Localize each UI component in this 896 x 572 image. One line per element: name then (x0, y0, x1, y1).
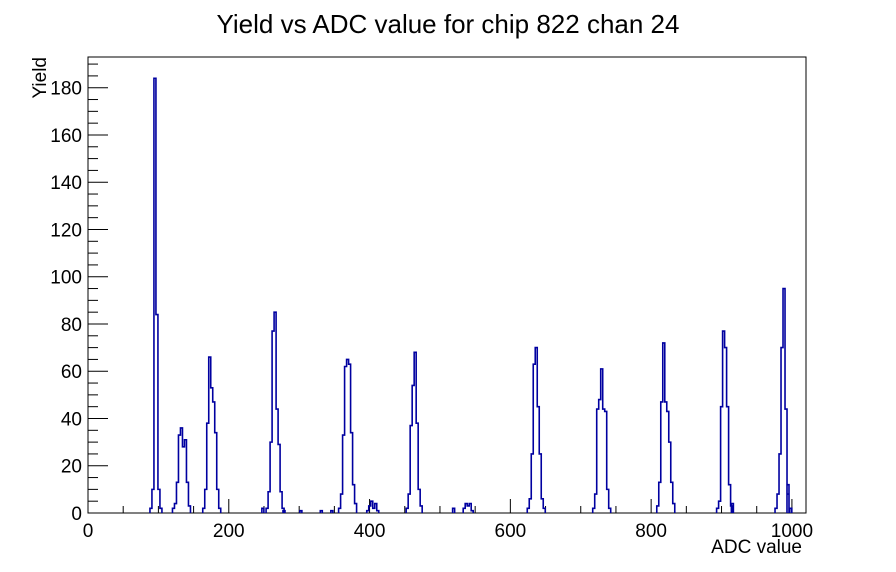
y-tick-label: 120 (50, 220, 82, 241)
chart-title: Yield vs ADC value for chip 822 chan 24 (216, 9, 680, 39)
y-tick-label: 100 (50, 268, 82, 289)
y-tick-label: 60 (61, 362, 82, 383)
x-tick-label: 1000 (771, 521, 813, 542)
x-tick-label: 800 (635, 521, 667, 542)
y-tick-label: 80 (61, 315, 82, 336)
y-tick-label: 20 (61, 457, 82, 478)
x-tick-label: 0 (83, 521, 94, 542)
x-axis: 0 200 400 600 800 1000 (83, 499, 813, 542)
y-tick-label: 140 (50, 173, 82, 194)
x-axis-title: ADC value (711, 537, 802, 558)
x-tick-label: 600 (495, 521, 527, 542)
histogram-series (149, 77, 793, 513)
x-tick-label: 200 (213, 521, 245, 542)
y-axis: 0 20 40 60 80 100 120 140 160 180 (50, 63, 108, 525)
y-axis-title: Yield (30, 57, 51, 99)
y-tick-label: 160 (50, 126, 82, 147)
y-tick-label: 0 (71, 504, 82, 525)
x-tick-label: 400 (354, 521, 386, 542)
y-tick-label: 40 (61, 409, 82, 430)
plot-frame (87, 56, 807, 514)
y-tick-label: 180 (50, 79, 82, 100)
